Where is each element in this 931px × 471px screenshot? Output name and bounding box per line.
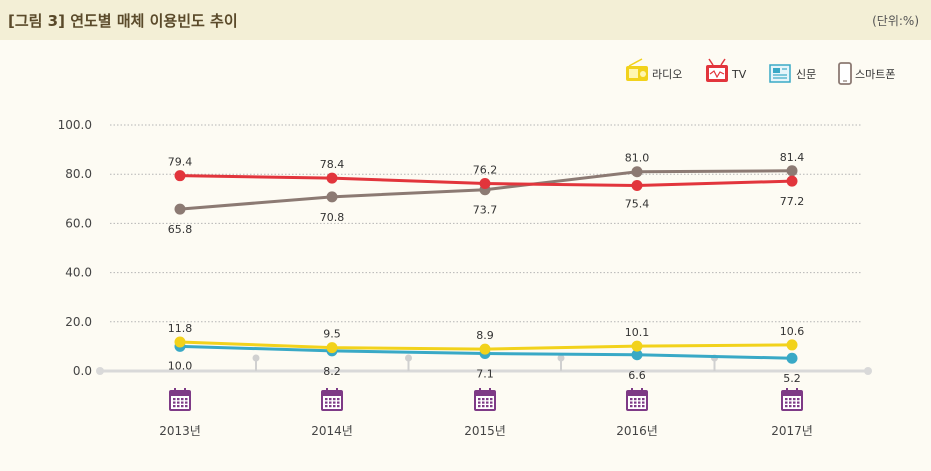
data-point [786,352,798,364]
calendar-icon [626,388,648,411]
data-point [174,170,186,182]
axis-pin-head [405,354,412,362]
y-tick-label: 40.0 [65,266,92,280]
data-label: 11.8 [168,322,193,335]
data-label: 79.4 [168,156,193,169]
data-point [326,342,338,354]
axis-end-dot [96,367,104,375]
data-label: 8.2 [323,365,341,378]
y-tick-label: 60.0 [65,216,92,230]
smartphone-icon [838,62,852,85]
radio-icon [626,58,648,81]
calendar-icon [321,388,343,411]
x-tick-label: 2013년 [159,424,201,438]
data-label: 78.4 [320,158,345,171]
data-label: 10.0 [168,359,193,372]
x-tick-label: 2014년 [311,424,353,438]
axis-pin-head [252,354,260,362]
data-label: 75.4 [625,198,650,211]
data-label: 10.1 [625,326,650,339]
data-label: 70.8 [320,211,345,224]
calendar-icon [781,388,803,411]
data-label: 7.1 [476,368,494,381]
legend-label: 라디오 [652,68,682,81]
data-label: 9.5 [323,328,341,341]
data-point [174,336,186,348]
x-tick-label: 2016년 [616,424,658,438]
data-point [631,180,643,192]
y-tick-label: 80.0 [65,167,92,181]
data-point [631,340,643,352]
data-point [631,349,643,361]
calendar-icon [169,388,191,411]
calendar-icon [474,388,496,411]
data-point [479,343,491,355]
title-bar: [그림 3] 연도별 매체 이용빈도 추이 (단위:%) [0,0,931,40]
axis-pin-head [557,354,565,362]
data-label: 65.8 [168,223,193,236]
tv-icon [706,58,728,82]
data-point [631,166,643,178]
y-tick-label: 100.0 [58,118,92,132]
legend-label: 신문 [796,68,816,81]
data-label: 8.9 [476,329,494,342]
data-label: 77.2 [780,195,805,208]
data-label: 73.7 [473,204,498,217]
legend-label: TV [731,68,747,81]
data-point [479,178,491,190]
data-label: 6.6 [628,369,646,382]
chart-title: [그림 3] 연도별 매체 이용빈도 추이 [8,12,238,30]
data-label: 5.2 [783,372,801,385]
y-tick-label: 20.0 [65,315,92,329]
data-label: 81.0 [625,152,650,165]
y-tick-label: 0.0 [73,364,92,378]
data-point [326,191,338,203]
legend-label: 스마트폰 [855,68,895,81]
data-point [786,165,798,177]
axis-end-dot [864,367,872,375]
x-tick-label: 2015년 [464,424,506,438]
data-point [174,203,186,215]
unit-label: (단위:%) [872,14,919,28]
x-tick-label: 2017년 [771,424,813,438]
data-point [786,339,798,351]
data-point [786,175,798,187]
data-point [326,172,338,184]
data-label: 10.6 [780,325,805,338]
data-label: 76.2 [473,164,498,177]
newspaper-icon [769,64,791,83]
data-label: 81.4 [780,151,805,164]
